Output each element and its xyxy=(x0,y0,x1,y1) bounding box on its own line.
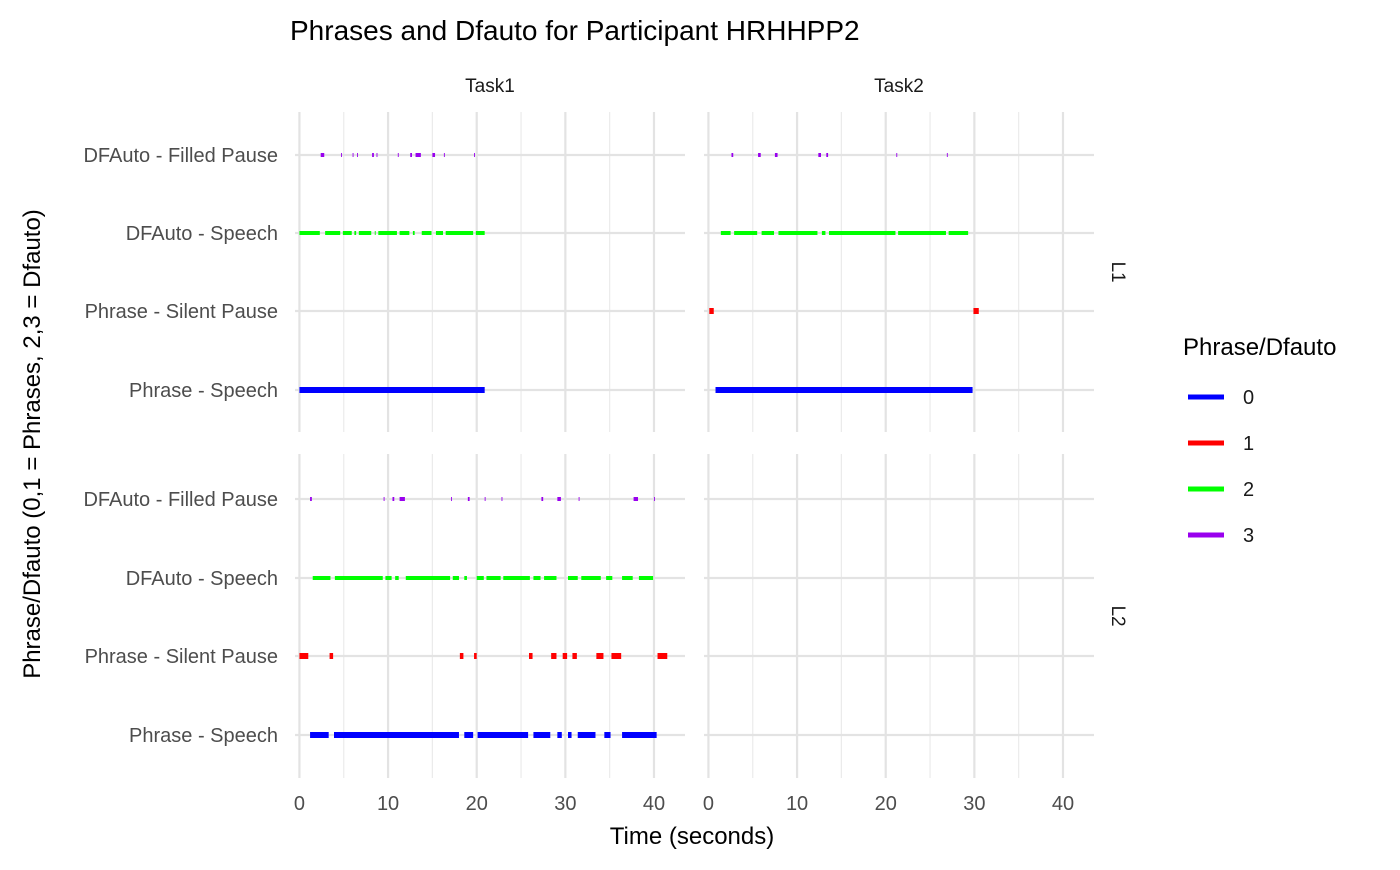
x-axis-label: Time (seconds) xyxy=(610,823,774,850)
x-tick-label: 10 xyxy=(377,793,399,815)
x-tick-label: 40 xyxy=(1052,793,1074,815)
series-group-task2-l1 xyxy=(709,153,979,393)
x-tick-label: 20 xyxy=(875,793,897,815)
x-tick-label: 30 xyxy=(554,793,576,815)
legend-label-0: 0 xyxy=(1243,387,1254,409)
x-tick-label: 30 xyxy=(963,793,985,815)
y-tick-label: Phrase - Silent Pause xyxy=(85,301,278,323)
facet-label-task1: Task1 xyxy=(465,76,515,97)
panel-task1-l1 xyxy=(295,112,685,432)
panel-task2-l2 xyxy=(704,454,1094,778)
y-tick-label: DFAuto - Filled Pause xyxy=(83,145,278,167)
x-tick-label: 40 xyxy=(643,793,665,815)
x-tick-label: 0 xyxy=(703,793,714,815)
chart-title: Phrases and Dfauto for Participant HRHHP… xyxy=(290,15,860,46)
x-tick-label: 20 xyxy=(466,793,488,815)
y-tick-label: DFAuto - Speech xyxy=(126,223,278,245)
legend-label-2: 2 xyxy=(1243,479,1254,501)
legend-label-3: 3 xyxy=(1243,525,1254,547)
y-tick-label: Phrase - Silent Pause xyxy=(85,646,278,668)
y-tick-label: DFAuto - Speech xyxy=(126,568,278,590)
y-tick-label: Phrase - Speech xyxy=(129,380,278,402)
x-tick-label: 0 xyxy=(294,793,305,815)
facet-label-task2: Task2 xyxy=(874,76,924,97)
facet-label-l1: L1 xyxy=(1107,261,1128,282)
y-tick-label: DFAuto - Filled Pause xyxy=(83,489,278,511)
y-axis-label: Phrase/Dfauto (0,1 = Phrases, 2,3 = Dfau… xyxy=(19,209,46,679)
legend-title: Phrase/Dfauto xyxy=(1183,334,1336,361)
panel-task1-l2 xyxy=(295,454,685,778)
series-group-task1-l1 xyxy=(299,153,485,393)
facet-label-l2: L2 xyxy=(1107,605,1128,626)
x-tick-label: 10 xyxy=(786,793,808,815)
panel-task2-l1 xyxy=(704,112,1094,432)
legend: 0 1 2 3 xyxy=(1188,387,1254,547)
series-group-task1-l2 xyxy=(299,497,668,738)
panels-layer: Task1 Task2 L1 L2 DFAuto - Filled Pause DFAut… xyxy=(83,76,1128,815)
y-tick-label: Phrase - Speech xyxy=(129,725,278,747)
legend-label-1: 1 xyxy=(1243,433,1254,455)
